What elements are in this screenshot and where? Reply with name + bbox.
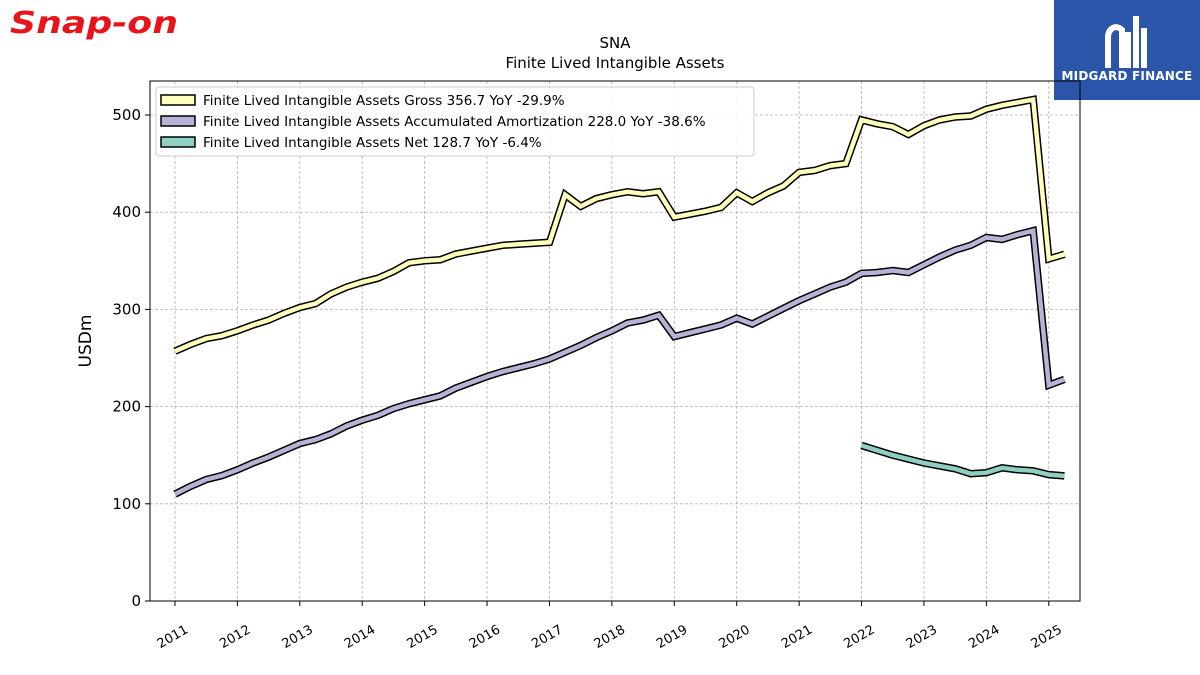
legend: Finite Lived Intangible Assets Gross 356… [155,86,755,157]
series-2-stroke [173,227,1066,497]
x-tick-label: 2016 [467,622,503,652]
legend-swatch-1 [160,94,196,106]
legend-swatch-3 [160,136,196,148]
legend-entry-1: Finite Lived Intangible Assets Gross 356… [203,93,565,109]
x-tick-label: 2015 [404,622,440,652]
series-3-line [860,441,1065,480]
x-tick-label: 2012 [217,622,253,652]
snap-on-logo-text: Snap-on [10,6,178,40]
chart-title: SNA [599,34,631,52]
y-tick-label: 500 [112,106,141,124]
legend-box [155,86,755,157]
x-tick-label: 2018 [592,622,628,652]
x-tick-label: 2011 [155,622,191,652]
plot-frame [149,80,1081,602]
x-tick-label: 2017 [529,622,565,652]
x-tick-label: 2013 [280,622,316,652]
y-tick-label: 400 [112,203,141,221]
legend-entry-3: Finite Lived Intangible Assets Net 128.7… [203,135,542,151]
series-2-outline [173,226,1066,498]
grid-lines [150,81,1080,602]
axes: 0 100 200 300 400 500 2011 2012 2013 2014 2015 2016… [112,106,1064,652]
x-tick-label: 2023 [904,622,940,652]
y-tick-label: 200 [112,398,141,416]
x-tick-label: 2021 [779,622,815,652]
y-tick-label: 0 [131,592,141,610]
x-tick-label: 2024 [966,622,1002,652]
series-1-line [173,95,1066,355]
x-tick-label: 2025 [1029,622,1065,652]
series-2-line [173,226,1066,498]
snap-on-logo: Snap-on [8,4,188,44]
series-lines [173,95,1066,498]
x-tick-label: 2014 [342,622,378,652]
midgard-logo-icon [1105,16,1147,68]
y-tick-label: 300 [112,300,141,318]
series-1-stroke [174,96,1066,354]
chart-subtitle: Finite Lived Intangible Assets [506,54,725,72]
legend-swatch-2 [160,115,196,127]
x-tick-label: 2022 [841,622,877,652]
y-tick-label: 100 [112,495,141,513]
badge-text: MIDGARD FINANCE [1061,69,1193,83]
midgard-finance-badge: MIDGARD FINANCE [1054,0,1200,100]
series-3-stroke [860,443,1065,479]
y-axis-label: USDm [76,315,96,368]
x-tick-label: 2019 [654,622,690,652]
x-tick-label: 2020 [717,622,753,652]
legend-entry-2: Finite Lived Intangible Assets Accumulat… [203,114,706,130]
